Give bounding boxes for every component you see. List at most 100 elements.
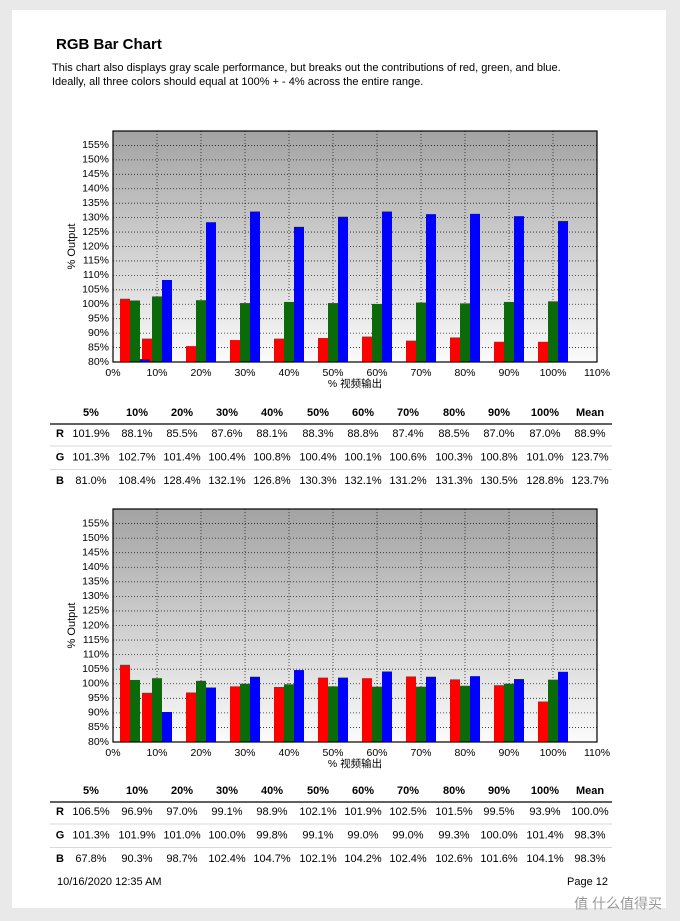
y-tick-label: 85% bbox=[88, 341, 109, 353]
table-cell: 100.0% bbox=[208, 829, 246, 841]
x-tick-label: 30% bbox=[234, 747, 255, 759]
bar bbox=[504, 683, 514, 742]
table-header: 40% bbox=[261, 407, 283, 419]
table-cell: 130.5% bbox=[480, 475, 518, 487]
bar bbox=[152, 678, 162, 742]
y-tick-label: 80% bbox=[88, 356, 109, 368]
table-cell: 128.4% bbox=[163, 475, 201, 487]
bar bbox=[494, 341, 504, 362]
table-cell: 101.4% bbox=[163, 451, 201, 463]
bar bbox=[538, 341, 548, 362]
bar bbox=[450, 679, 460, 742]
bar bbox=[494, 685, 504, 742]
table-cell: 85.5% bbox=[166, 428, 197, 440]
table-header: 70% bbox=[397, 407, 419, 419]
x-axis-label: % 视频输出 bbox=[328, 757, 382, 770]
x-tick-label: 80% bbox=[454, 367, 475, 379]
table-cell: 88.3% bbox=[302, 428, 333, 440]
bar bbox=[538, 701, 548, 742]
description: Ideally, all three colors should equal a… bbox=[52, 76, 423, 88]
table-cell: 87.4% bbox=[392, 428, 423, 440]
y-tick-label: 135% bbox=[82, 197, 109, 209]
y-tick-label: 155% bbox=[82, 139, 109, 151]
x-tick-label: 90% bbox=[498, 747, 519, 759]
bar bbox=[362, 336, 372, 362]
table-header: 70% bbox=[397, 785, 419, 797]
table-cell: 81.0% bbox=[75, 475, 106, 487]
bar bbox=[426, 676, 436, 742]
bar bbox=[152, 296, 162, 362]
bar bbox=[186, 692, 196, 742]
table-header: 60% bbox=[352, 407, 374, 419]
table-cell: 100.4% bbox=[299, 451, 337, 463]
table-cell: 132.1% bbox=[344, 475, 382, 487]
table-header: 90% bbox=[488, 407, 510, 419]
bar bbox=[338, 216, 348, 362]
y-tick-label: 150% bbox=[82, 532, 109, 544]
bar bbox=[274, 686, 284, 742]
bar bbox=[558, 221, 568, 362]
row-label: R bbox=[56, 428, 64, 440]
bar bbox=[230, 686, 240, 742]
x-tick-label: 20% bbox=[190, 747, 211, 759]
table-cell: 99.1% bbox=[302, 829, 333, 841]
table-cell: 100.8% bbox=[480, 451, 518, 463]
bar bbox=[142, 692, 152, 742]
bar bbox=[548, 679, 558, 742]
table-cell: 88.5% bbox=[438, 428, 469, 440]
y-tick-label: 130% bbox=[82, 590, 109, 602]
table-cell: 101.9% bbox=[344, 806, 382, 818]
y-axis-label: % Output bbox=[66, 224, 78, 270]
x-tick-label: 10% bbox=[146, 747, 167, 759]
table-header: 60% bbox=[352, 785, 374, 797]
y-tick-label: 120% bbox=[82, 240, 109, 252]
table-cell: 108.4% bbox=[118, 475, 156, 487]
table-header: 5% bbox=[83, 407, 99, 419]
table-header: 100% bbox=[531, 785, 559, 797]
x-tick-label: 20% bbox=[190, 367, 211, 379]
table-cell: 104.2% bbox=[344, 853, 382, 865]
bar bbox=[372, 303, 382, 362]
bar bbox=[338, 677, 348, 742]
bar bbox=[186, 346, 196, 362]
bar bbox=[548, 301, 558, 362]
table-header: 30% bbox=[216, 407, 238, 419]
table-cell: 87.6% bbox=[211, 428, 242, 440]
table-cell: 101.3% bbox=[72, 451, 110, 463]
y-tick-label: 130% bbox=[82, 211, 109, 223]
x-tick-label: 80% bbox=[454, 747, 475, 759]
table-cell: 123.7% bbox=[571, 451, 609, 463]
table-cell: 101.5% bbox=[435, 806, 473, 818]
bar bbox=[120, 298, 130, 362]
bar bbox=[470, 213, 480, 362]
watermark: 值 什么值得买 bbox=[574, 896, 662, 912]
table-cell: 87.0% bbox=[483, 428, 514, 440]
table-cell: 106.5% bbox=[72, 806, 110, 818]
y-tick-label: 80% bbox=[88, 736, 109, 748]
bar bbox=[460, 303, 470, 362]
bar bbox=[196, 300, 206, 362]
row-label: G bbox=[56, 829, 65, 841]
bar bbox=[140, 359, 150, 362]
table-cell: 123.7% bbox=[571, 475, 609, 487]
table-header: 50% bbox=[307, 785, 329, 797]
table-cell: 87.0% bbox=[529, 428, 560, 440]
bar bbox=[274, 338, 284, 362]
plot-border bbox=[112, 508, 598, 743]
description: This chart also displays gray scale perf… bbox=[52, 62, 561, 74]
bar bbox=[504, 301, 514, 362]
table-header: 100% bbox=[531, 407, 559, 419]
bar bbox=[372, 686, 382, 742]
bar bbox=[426, 214, 436, 362]
plot-border bbox=[112, 130, 598, 363]
table-cell: 128.8% bbox=[526, 475, 564, 487]
bar bbox=[406, 676, 416, 742]
bar bbox=[328, 686, 338, 742]
table-cell: 88.1% bbox=[121, 428, 152, 440]
bar bbox=[382, 671, 392, 742]
y-tick-label: 155% bbox=[82, 517, 109, 529]
y-tick-label: 115% bbox=[83, 634, 109, 646]
y-axis-label: % Output bbox=[66, 603, 78, 649]
footer-page: Page 12 bbox=[567, 876, 608, 888]
